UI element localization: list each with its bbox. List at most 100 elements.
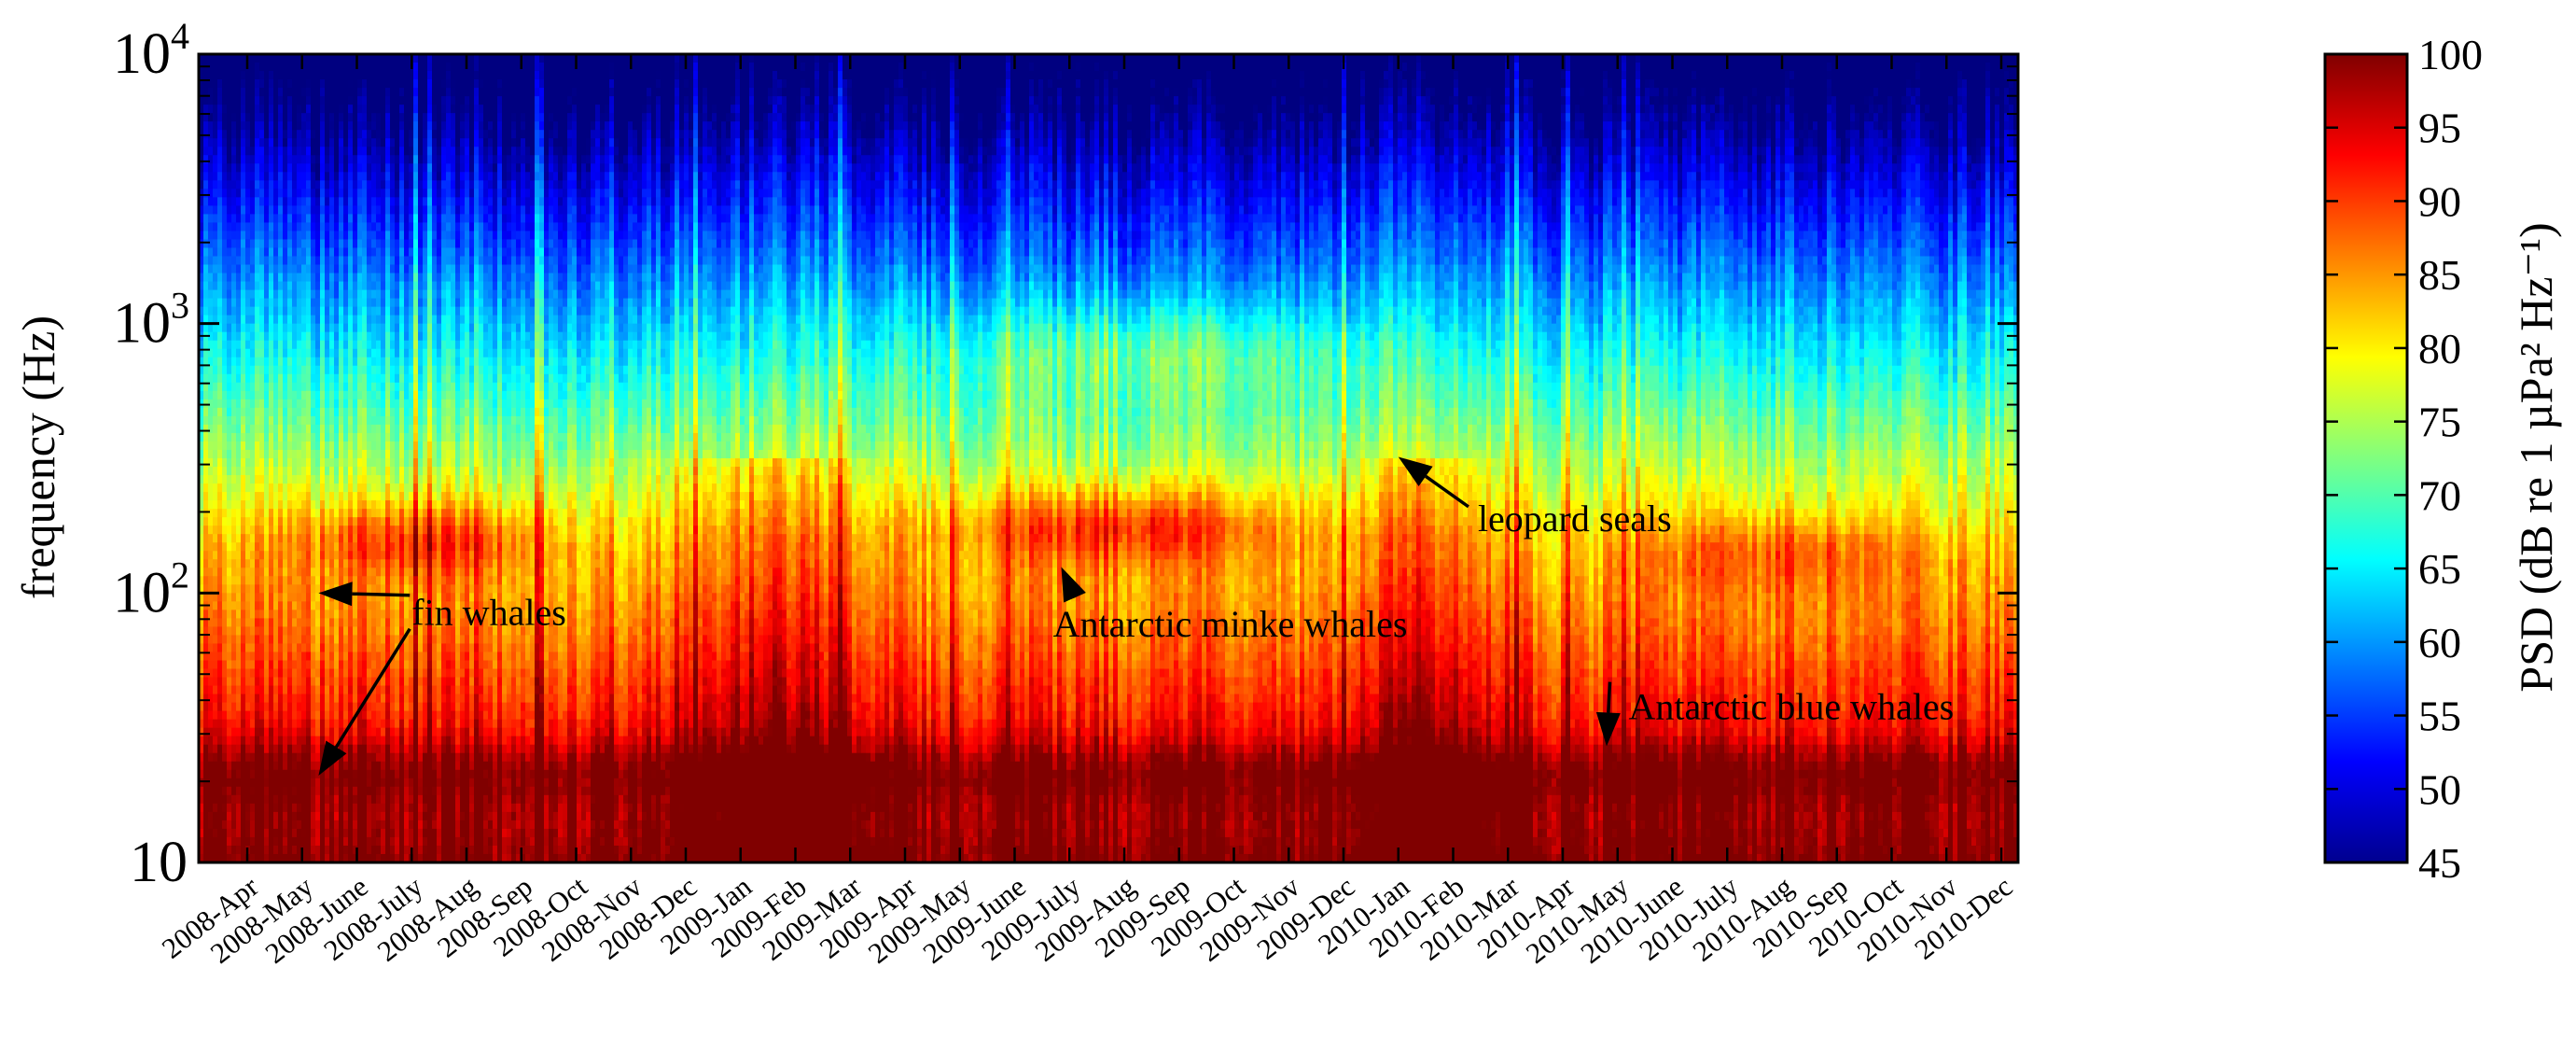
heatmap-cell (437, 836, 442, 847)
heatmap-cell (371, 298, 377, 308)
heatmap-cell (418, 551, 424, 560)
heatmap-cell (427, 415, 433, 426)
heatmap-cell (241, 54, 246, 63)
heatmap-cell (325, 180, 330, 189)
heatmap-cell (334, 432, 340, 442)
heatmap-cell (236, 88, 242, 97)
heatmap-cell (315, 677, 321, 687)
heatmap-cell (301, 811, 307, 821)
heatmap-cell (297, 63, 302, 72)
heatmap-cell (381, 306, 386, 316)
heatmap-cell (306, 88, 312, 97)
heatmap-cell (362, 836, 368, 847)
heatmap-cell (236, 441, 242, 451)
heatmap-cell (287, 239, 293, 249)
heatmap-cell (199, 769, 204, 779)
heatmap-cell (287, 138, 293, 147)
heatmap-cell (357, 677, 363, 687)
heatmap-cell (227, 189, 232, 198)
heatmap-cell (287, 147, 293, 156)
heatmap-cell (208, 54, 214, 63)
heatmap-cell (227, 660, 232, 670)
heatmap-cell (213, 710, 218, 721)
heatmap-cell (213, 685, 218, 695)
heatmap-cell (320, 231, 326, 241)
heatmap-cell (320, 407, 326, 417)
heatmap-cell (399, 205, 405, 215)
heatmap-cell (269, 752, 274, 763)
heatmap-cell (217, 54, 223, 63)
heatmap-cell (255, 340, 260, 350)
heatmap-cell (203, 635, 209, 645)
heatmap-cell (413, 526, 419, 535)
heatmap-cell (418, 652, 424, 662)
heatmap-cell (315, 239, 321, 249)
heatmap-cell (273, 517, 279, 526)
heatmap-cell (329, 88, 335, 97)
heatmap-cell (269, 710, 274, 721)
heatmap-cell (245, 256, 251, 266)
heatmap-cell (222, 845, 228, 855)
heatmap-cell (441, 96, 447, 105)
heatmap-cell (367, 458, 372, 468)
heatmap-cell (283, 63, 288, 72)
heatmap-cell (334, 736, 340, 746)
heatmap-cell (273, 685, 279, 695)
heatmap-cell (306, 432, 312, 442)
heatmap-cell (353, 390, 358, 400)
heatmap-cell (432, 601, 438, 610)
heatmap-cell (367, 79, 372, 89)
heatmap-cell (334, 542, 340, 552)
heatmap-cell (325, 96, 330, 105)
heatmap-cell (362, 147, 368, 156)
heatmap-cell (222, 323, 228, 333)
heatmap-cell (273, 492, 279, 501)
heatmap-cell (437, 652, 442, 662)
heatmap-cell (343, 778, 349, 788)
heatmap-cell (395, 475, 400, 484)
heatmap-cell (371, 189, 377, 198)
heatmap-cell (362, 526, 368, 535)
heatmap-cell (404, 652, 410, 662)
heatmap-cell (329, 96, 335, 105)
heatmap-cell (236, 542, 242, 552)
heatmap-cell (278, 365, 284, 375)
heatmap-cell (418, 163, 424, 173)
heatmap-cell (208, 660, 214, 670)
heatmap-cell (357, 719, 363, 729)
heatmap-cell (241, 820, 246, 830)
heatmap-cell (334, 660, 340, 670)
heatmap-cell (367, 803, 372, 813)
heatmap-cell (203, 239, 209, 249)
heatmap-cell (241, 373, 246, 384)
heatmap-cell (203, 407, 209, 417)
heatmap-cell (269, 205, 274, 215)
heatmap-cell (287, 559, 293, 568)
heatmap-cell (231, 500, 237, 510)
heatmap-cell (283, 568, 288, 577)
heatmap-cell (199, 365, 204, 375)
heatmap-cell (432, 593, 438, 602)
heatmap-cell (427, 710, 433, 721)
heatmap-cell (236, 593, 242, 602)
heatmap-cell (311, 79, 316, 89)
heatmap-cell (273, 130, 279, 139)
heatmap-cell (395, 163, 400, 173)
heatmap-cell (371, 147, 377, 156)
heatmap-cell (297, 559, 302, 568)
heatmap-cell (362, 382, 368, 392)
heatmap-cell (250, 424, 256, 434)
heatmap-cell (306, 677, 312, 687)
heatmap-cell (343, 769, 349, 779)
heatmap-cell (264, 281, 270, 291)
heatmap-cell (390, 138, 396, 147)
heatmap-cell (437, 719, 442, 729)
heatmap-cell (395, 222, 400, 232)
heatmap-cell (334, 559, 340, 568)
heatmap-cell (413, 626, 419, 637)
heatmap-cell (418, 828, 424, 838)
heatmap-cell (199, 542, 204, 552)
heatmap-cell (348, 492, 354, 501)
heatmap-cell (311, 281, 316, 291)
heatmap-cell (245, 643, 251, 653)
